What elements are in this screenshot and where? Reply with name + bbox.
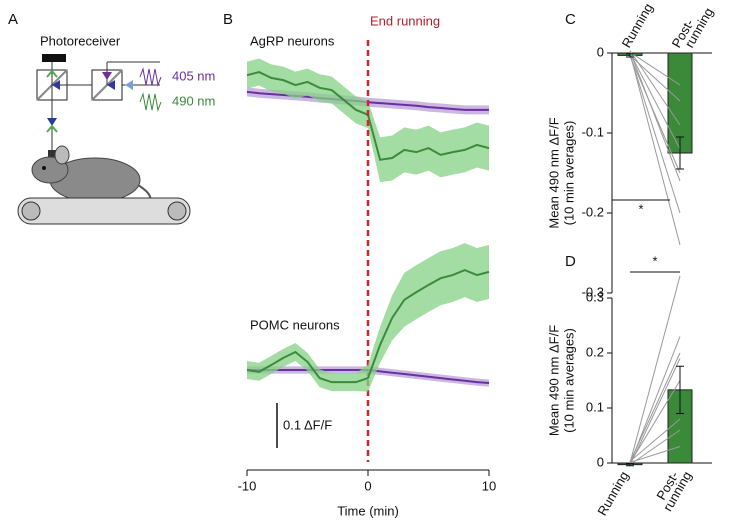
arrow (125, 80, 133, 90)
subject-line (629, 55, 681, 102)
arrow (102, 72, 112, 80)
treadmill (17, 197, 191, 225)
subject-line (629, 380, 681, 464)
subject-line (629, 358, 681, 466)
diagram-title: Photoreceiver (40, 33, 121, 48)
y-axis-label: Mean 490 nm ΔF/F (546, 117, 561, 228)
y-tick-label: 0 (597, 454, 604, 469)
significance: * (638, 201, 643, 216)
subject-line (629, 54, 681, 214)
significance: * (652, 253, 657, 268)
panel-label: B (223, 11, 233, 28)
trace-title: AgRP neurons (250, 33, 335, 48)
y-tick-label: 0 (597, 44, 604, 59)
annotation: End running (370, 13, 440, 28)
panel-label: A (8, 11, 18, 28)
subject-line (629, 52, 681, 150)
arrow (46, 69, 58, 78)
sem-band (247, 243, 489, 392)
detector (42, 54, 66, 62)
roller (21, 201, 41, 221)
error-bar (626, 463, 634, 467)
subject-line (629, 429, 681, 466)
arrow (107, 80, 115, 90)
scale-bar-label: 0.1 ΔF/F (283, 417, 332, 432)
mouse-ear (54, 145, 70, 165)
x-tick-label: -10 (238, 478, 257, 493)
trace-line (246, 269, 490, 384)
bar (667, 52, 693, 154)
subject-line (629, 275, 681, 464)
panel-label: D (565, 253, 576, 270)
arrow (47, 118, 57, 126)
x-tick-label: Running (619, 1, 656, 50)
x-tick-label: 10 (482, 478, 496, 493)
y-tick-label: -0.1 (582, 124, 604, 139)
wavelength-label: 405 nm (172, 68, 215, 83)
error-bar (676, 136, 684, 170)
error-bar (676, 365, 684, 414)
x-tick-label: Running (594, 469, 631, 518)
y-tick-label: 0.2 (586, 344, 604, 359)
error-bar (626, 53, 634, 58)
trace-title: POMC neurons (250, 317, 340, 332)
y-axis-label: (10 min averages) (561, 328, 576, 433)
x-tick-label: 0 (364, 478, 371, 493)
arrow (46, 124, 58, 133)
y-tick-label: -0.3 (582, 284, 604, 299)
arrow (52, 80, 60, 90)
signal (139, 92, 162, 112)
y-axis-label: Mean 490 nm ΔF/F (546, 325, 561, 436)
panel-label: C (565, 11, 576, 28)
y-tick-label: -0.2 (582, 204, 604, 219)
subject-line (629, 52, 681, 246)
diagram: A Photoreceiver 405 nm 490 nm (8, 11, 215, 225)
subject-line (629, 51, 681, 182)
y-axis-label: (10 min averages) (561, 121, 576, 226)
roller (167, 201, 187, 221)
signal (139, 67, 162, 87)
x-axis-label: Time (min) (337, 503, 399, 518)
subject-line (629, 446, 681, 463)
subject-line (629, 418, 681, 462)
subject-line (629, 56, 681, 174)
mouse-eye (42, 166, 46, 170)
y-tick-label: 0.3 (586, 289, 604, 304)
y-tick-label: 0.1 (586, 399, 604, 414)
subject-line (629, 51, 681, 86)
subject-line (629, 352, 681, 463)
sem-band (247, 366, 489, 387)
wavelength-label: 490 nm (172, 93, 215, 108)
